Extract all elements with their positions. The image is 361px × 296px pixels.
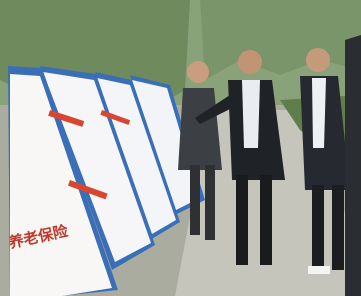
person-4 bbox=[345, 35, 361, 296]
photo: 养老保险 bbox=[0, 0, 361, 296]
